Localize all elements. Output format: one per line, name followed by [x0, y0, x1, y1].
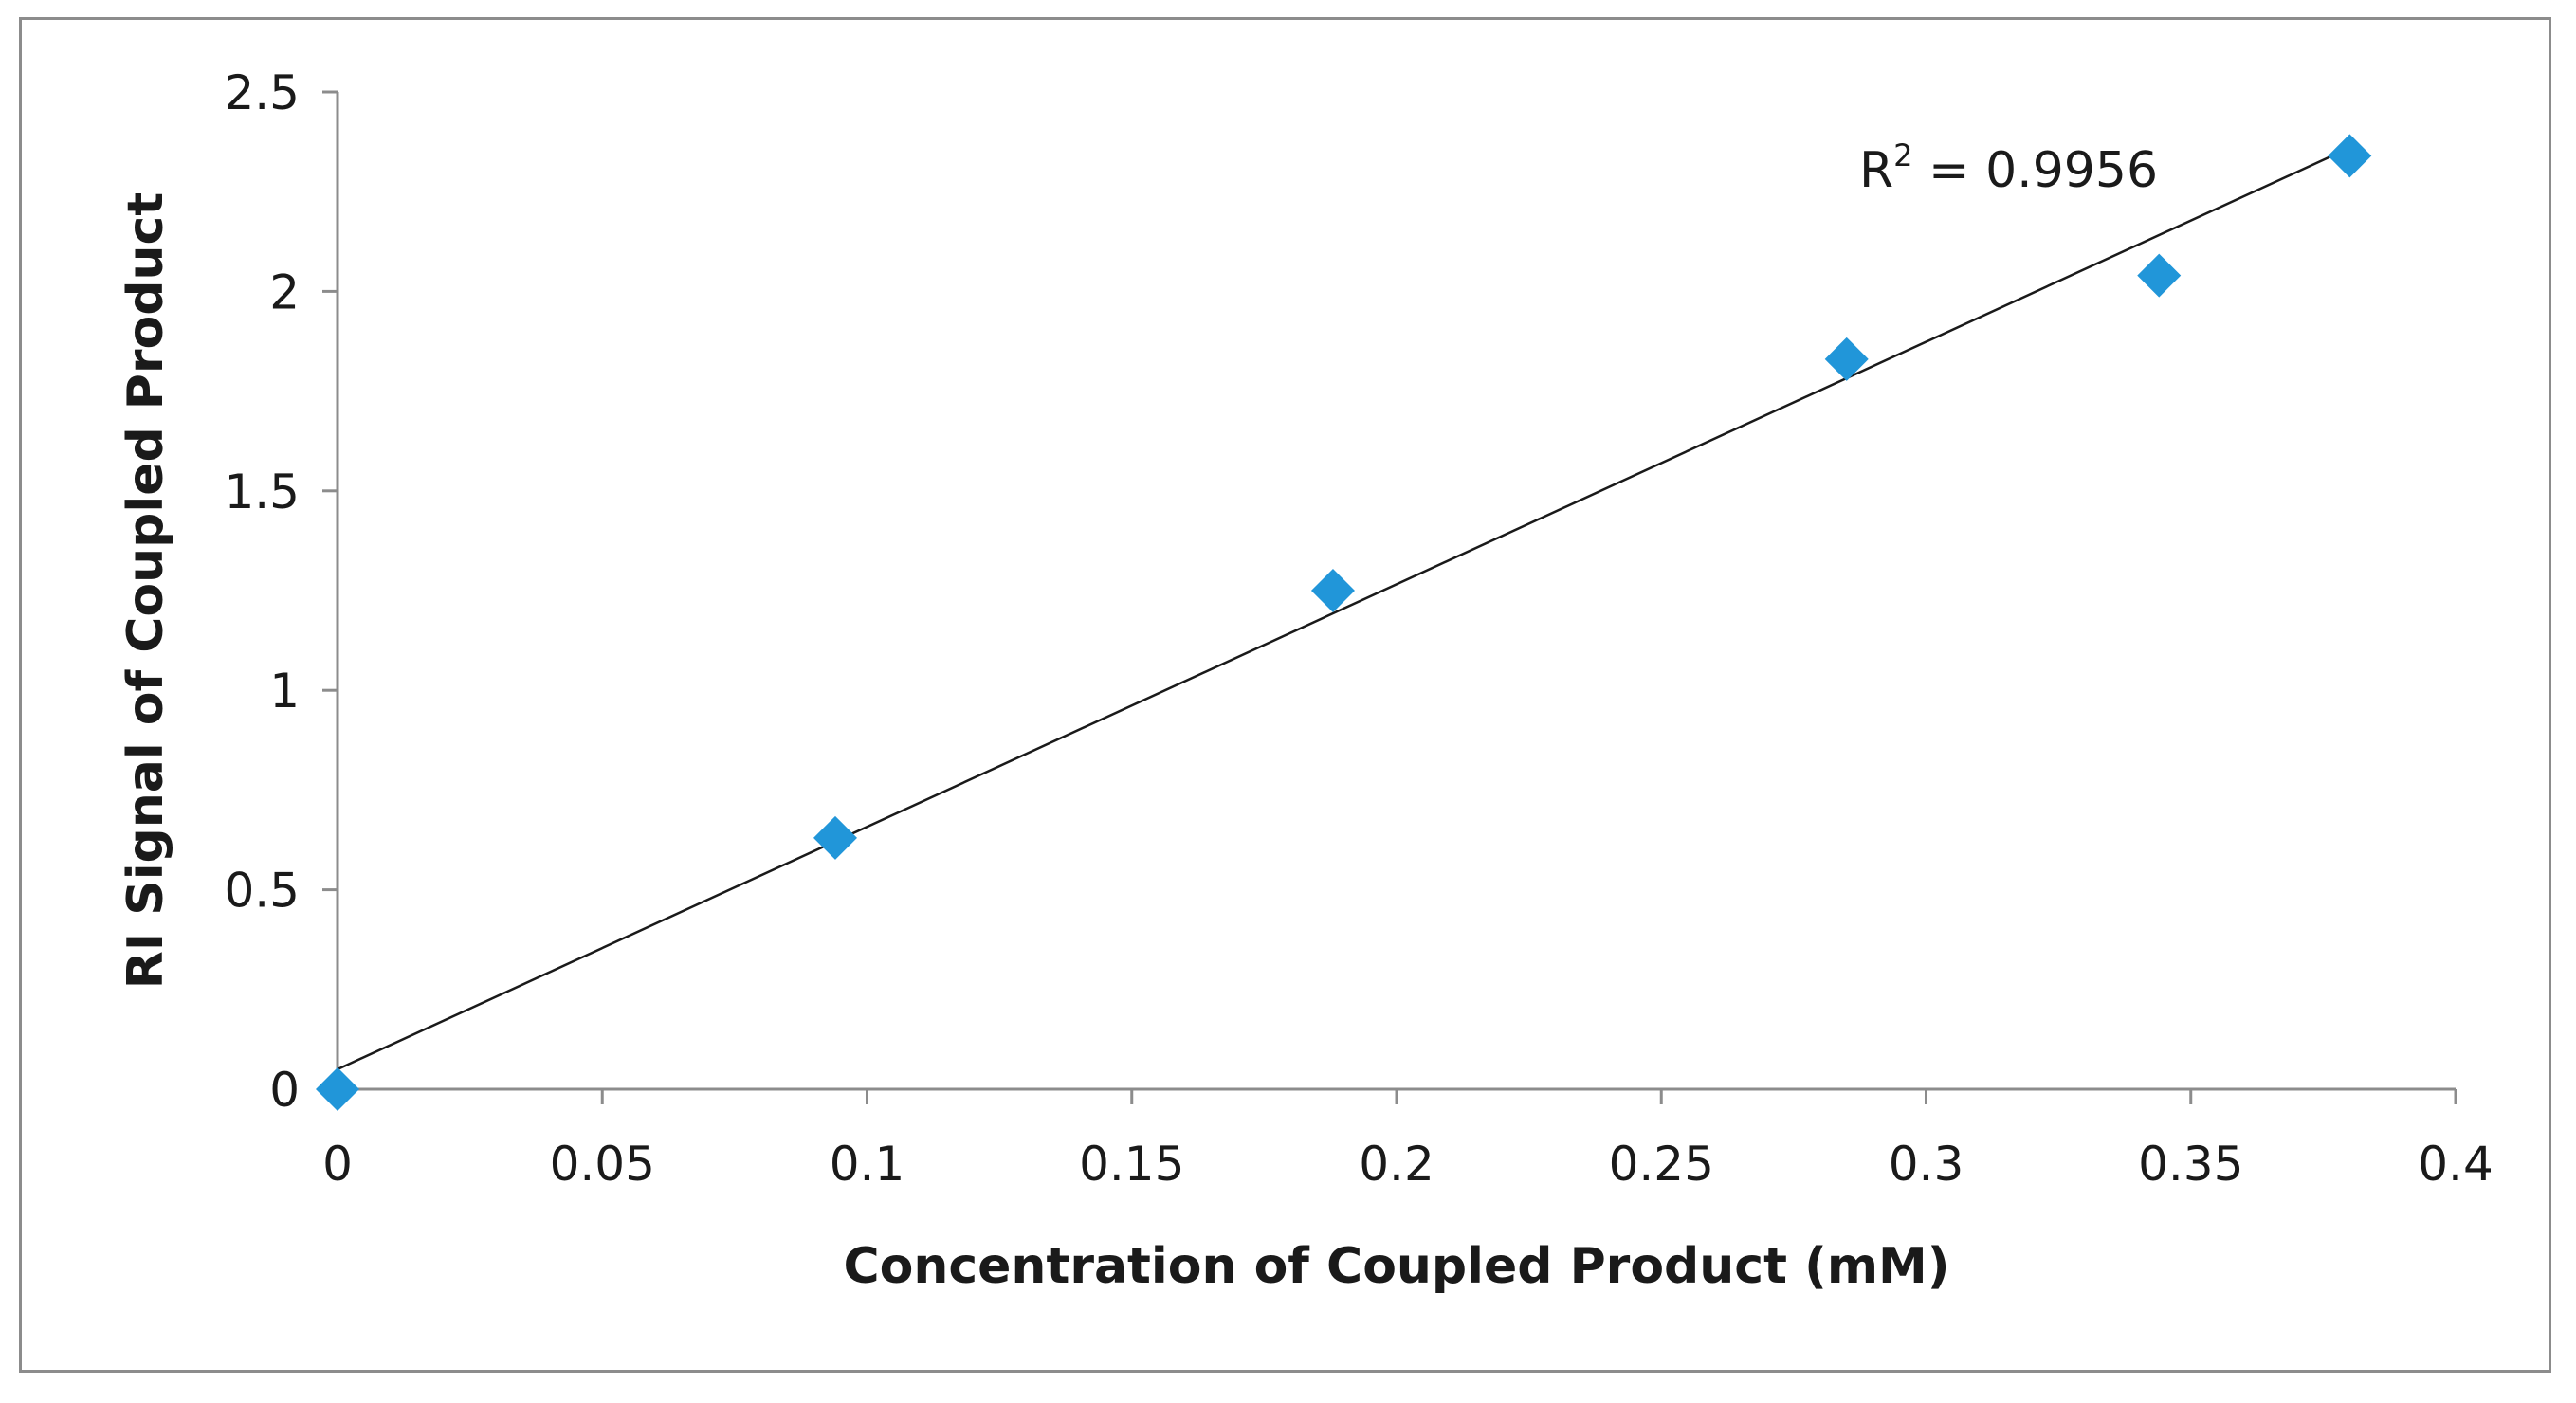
- r-squared-superscript: 2: [1893, 137, 1912, 173]
- linear-trendline: [337, 146, 2350, 1071]
- data-point: [316, 1067, 359, 1111]
- r-squared-value: = 0.9956: [1912, 142, 2158, 199]
- data-point: [1824, 337, 1869, 381]
- r-squared-annotation: R2 = 0.9956: [1859, 137, 2158, 199]
- y-axis-title: RI Signal of Coupled Product: [118, 192, 174, 989]
- y-tick-label: 1.5: [224, 465, 300, 519]
- x-tick-label: 0.2: [1359, 1137, 1434, 1192]
- x-tick-label: 0.15: [1079, 1137, 1184, 1192]
- data-point: [813, 815, 857, 860]
- y-tick-label: 2: [269, 264, 300, 319]
- x-tick-label: 0.3: [1889, 1137, 1964, 1192]
- x-tick-label: 0.35: [2138, 1137, 2243, 1192]
- r-squared-prefix: R: [1859, 142, 1893, 199]
- data-point: [1310, 569, 1355, 612]
- x-tick-label: 0.25: [1609, 1137, 1714, 1192]
- data-points: [316, 134, 2372, 1111]
- y-tick-label: 0.5: [224, 864, 300, 919]
- x-tick-label: 0: [322, 1137, 353, 1192]
- y-tick-label: 2.5: [224, 65, 300, 120]
- ticks: 0 0.05 0.1 0.15 0.2 0.25 0.3 0.35 0.4 0 0.5 1 1.5 2 2.…: [224, 65, 2493, 1192]
- chart-frame: 0 0.05 0.1 0.15 0.2 0.25 0.3 0.35 0.4 0 0.5 1 1.5 2 2.…: [19, 17, 2551, 1373]
- x-axis-title: Concentration of Coupled Product (mM): [843, 1238, 1949, 1295]
- trendline-layer: [337, 146, 2350, 1071]
- axes: [336, 92, 2456, 1091]
- y-tick-label: 0: [269, 1063, 300, 1118]
- x-tick-label: 0.05: [550, 1137, 655, 1192]
- y-tick-label: 1: [269, 664, 300, 719]
- x-tick-label: 0.4: [2418, 1137, 2494, 1192]
- data-point: [2137, 253, 2182, 298]
- data-point: [2328, 134, 2372, 178]
- x-tick-label: 0.1: [830, 1137, 905, 1192]
- scatter-chart: 0 0.05 0.1 0.15 0.2 0.25 0.3 0.35 0.4 0 0.5 1 1.5 2 2.…: [118, 65, 2494, 1295]
